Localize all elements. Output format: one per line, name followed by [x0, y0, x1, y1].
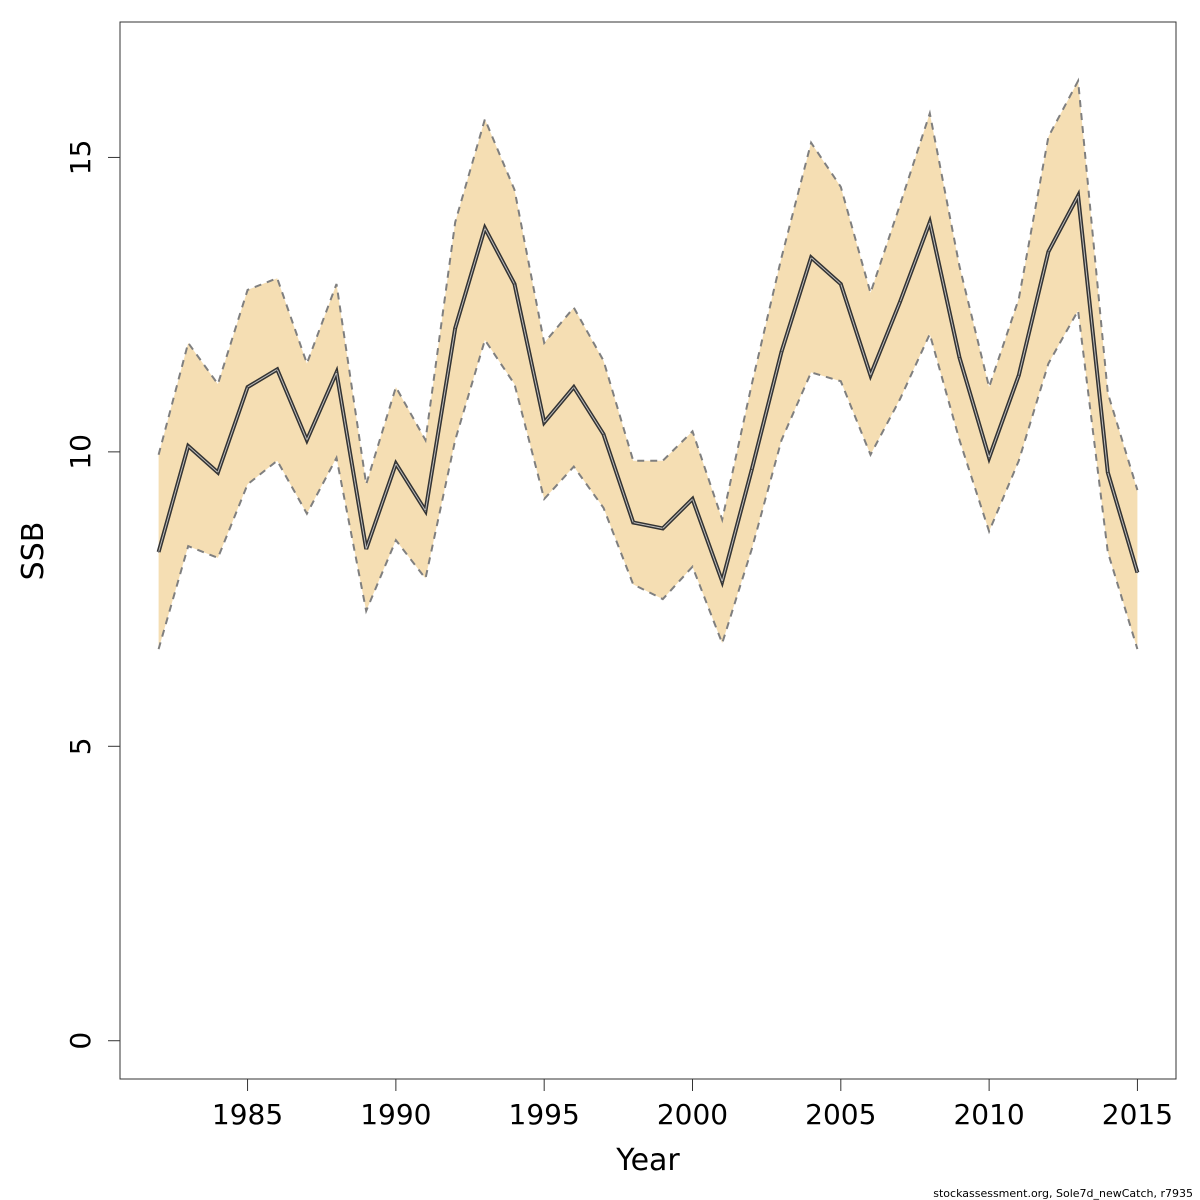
x-tick-label: 2010: [953, 1098, 1024, 1131]
ssb-point: [484, 227, 486, 229]
ssb-point: [899, 301, 901, 303]
ssb-point: [454, 327, 456, 329]
ssb-point: [632, 522, 634, 523]
ssb-point: [988, 457, 990, 459]
ssb-point: [395, 463, 397, 465]
ssb-point: [1107, 472, 1109, 473]
y-axis: 0 5 10 15: [64, 140, 121, 1050]
ssb-point: [929, 221, 931, 223]
ssb-point: [336, 371, 337, 373]
upper-bound-line: [157, 77, 1139, 524]
ssb-point: [603, 433, 604, 435]
ssb-point: [573, 386, 575, 388]
ssb-point: [959, 357, 960, 359]
ssb-point: [247, 386, 249, 388]
y-tick-label: 10: [64, 434, 97, 470]
y-axis-label: SSB: [16, 522, 51, 581]
y-tick-label: 5: [64, 737, 97, 755]
ssb-point: [425, 510, 426, 512]
ssb-point: [306, 439, 308, 441]
x-tick-label: 1995: [509, 1098, 580, 1131]
ssb-point: [543, 421, 545, 423]
x-tick-label: 2015: [1102, 1098, 1173, 1131]
x-axis-label: Year: [615, 1143, 680, 1178]
ssb-estimate-line-inner: [158, 194, 1138, 584]
ssb-point: [781, 351, 782, 353]
confidence-band: [158, 80, 1138, 650]
ssb-point: [662, 527, 664, 529]
ssb-point: [870, 374, 871, 376]
y-tick-label: 15: [64, 140, 97, 176]
footer-credit: stockassessment.org, Sole7d_newCatch, r7…: [933, 1187, 1193, 1200]
ssb-point: [1018, 374, 1020, 376]
ssb-point: [514, 283, 515, 285]
ssb-point: [276, 368, 278, 370]
ssb-point: [692, 498, 693, 500]
y-tick-label: 0: [64, 1032, 97, 1050]
ssb-point: [840, 283, 842, 285]
x-tick-label: 2000: [657, 1098, 728, 1131]
ssb-point: [1077, 195, 1079, 197]
ssb-point: [158, 551, 160, 553]
ssb-point: [365, 548, 367, 550]
ssb-point: [810, 257, 812, 258]
ssb-point: [751, 469, 753, 470]
confidence-band-edges: [157, 77, 1139, 650]
x-tick-label: 2005: [805, 1098, 876, 1131]
x-tick-label: 1990: [360, 1098, 431, 1131]
x-tick-label: 1985: [212, 1098, 283, 1131]
ssb-series: [156, 188, 1140, 589]
ssb-point: [217, 472, 219, 473]
x-axis: 1985 1990 1995 2000 2005 2010 2015: [212, 1078, 1173, 1131]
confidence-band-area: [158, 80, 1138, 650]
ssb-point: [1047, 251, 1049, 253]
ssb-point: [187, 445, 189, 447]
ssb-point: [721, 580, 723, 582]
ssb-point: [1136, 572, 1138, 574]
